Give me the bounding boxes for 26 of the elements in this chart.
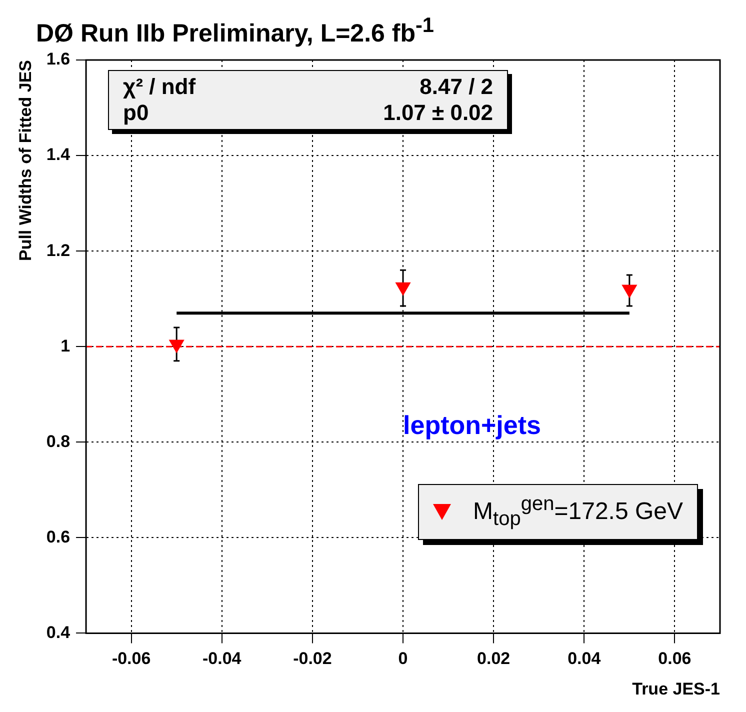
y-tick-label: 1.6	[46, 50, 70, 69]
x-tick-label: 0.04	[568, 649, 602, 668]
point	[396, 282, 410, 296]
y-tick-label: 0.8	[46, 432, 70, 451]
x-tick-label: -0.04	[202, 649, 242, 668]
y-tick-label: 0.4	[46, 622, 71, 642]
x-tick-label: -0.06	[112, 649, 151, 668]
y-tick-label: 0.6	[46, 527, 70, 546]
x-tick-label: 0.06	[658, 649, 692, 668]
y-tick-label: 1	[60, 336, 70, 356]
y-axis-title: Pull Widths of Fitted JES	[16, 60, 35, 262]
x-tick-label: 0.02	[477, 649, 510, 668]
annotation: 8.47 / 2	[418, 74, 494, 100]
annotation: χ² / ndf	[123, 74, 197, 100]
y-tick-label: 1.2	[46, 240, 70, 260]
x-tick-label: 0	[398, 649, 408, 668]
legend-label: M$_{top}$$^{gen}$=172.5 GeV	[473, 493, 683, 531]
annotation: 1.07 ± 0.02	[383, 100, 494, 126]
x-axis-title: True JES-1	[632, 679, 720, 698]
annotation: p0	[123, 100, 150, 126]
annotation: lepton+jets	[403, 410, 541, 441]
point	[169, 340, 184, 353]
chart-title: DØ Run IIb Preliminary, L=2.6 fb$^{-1}$	[36, 14, 434, 48]
point	[622, 284, 637, 298]
y-tick-label: 1.4	[46, 145, 71, 164]
x-tick-label: -0.02	[293, 649, 332, 668]
